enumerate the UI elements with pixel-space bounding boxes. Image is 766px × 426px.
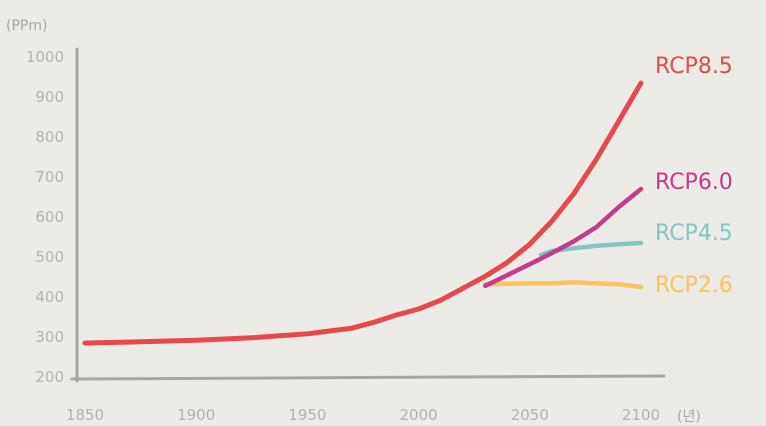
series-lines	[82, 80, 644, 346]
x-unit-label: (년)	[677, 409, 701, 425]
x-tick-label: 1950	[288, 406, 326, 424]
y-tick-label: 300	[35, 328, 64, 346]
x-tick-label: 2050	[511, 406, 549, 424]
y-tick-label: 500	[35, 248, 64, 266]
y-tick-label: 900	[35, 88, 64, 106]
x-tick-label: 2000	[400, 406, 438, 424]
series-label-rcp26: RCP2.6	[655, 273, 733, 298]
y-tick-label: 800	[35, 128, 64, 146]
x-axis-line	[70, 374, 666, 381]
x-tick-label: 1850	[66, 406, 104, 424]
x-tick-labels: 1850 1900 1950 2000 2050 2100	[66, 406, 660, 424]
y-tick-label: 400	[35, 288, 64, 306]
series-label-rcp45: RCP4.5	[655, 221, 733, 246]
series-line-rcp85	[82, 80, 644, 346]
y-tick-labels: 200 300 400 500 600 700 800 900 1000	[26, 48, 64, 386]
series-line-rcp60	[483, 186, 644, 289]
series-label-rcp85: RCP8.5	[655, 54, 733, 79]
y-tick-label: 1000	[26, 48, 64, 66]
series-label-rcp60: RCP6.0	[655, 170, 733, 195]
x-tick-label: 1900	[177, 406, 215, 424]
x-tick-label: 2100	[622, 406, 660, 424]
y-tick-label: 700	[35, 168, 64, 186]
y-unit-label: (PPm)	[6, 18, 47, 34]
series-labels: RCP8.5 RCP6.0 RCP4.5 RCP2.6	[655, 54, 733, 298]
series-line-rcp26	[483, 279, 644, 290]
y-tick-label: 200	[35, 368, 64, 386]
y-tick-label: 600	[35, 208, 64, 226]
